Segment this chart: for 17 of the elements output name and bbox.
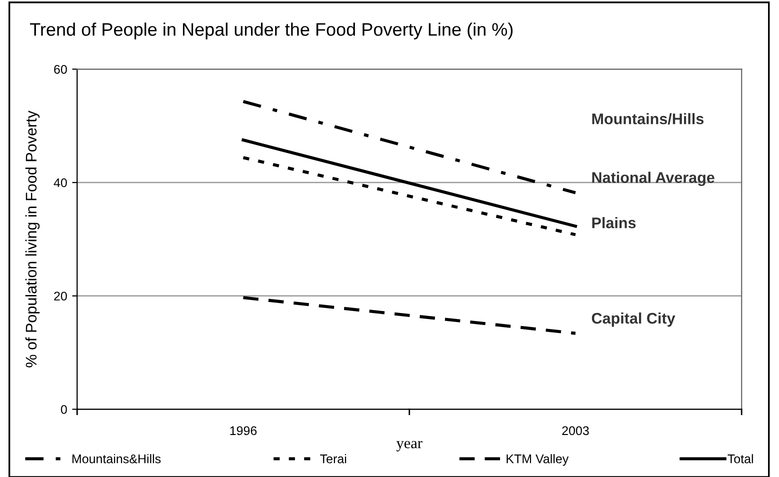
annotation: Mountains/Hills <box>592 113 704 124</box>
y-tick-label: 60 <box>54 64 67 74</box>
legend-label: KTM Valley <box>506 454 569 466</box>
chart-title: Trend of People in Nepal under the Food Poverty Line (in %) <box>30 22 513 40</box>
legend-label: Terai <box>320 454 346 464</box>
y-tick-label: 20 <box>54 292 67 301</box>
annotation: Plains <box>592 217 636 228</box>
y-tick-label: 40 <box>54 178 67 188</box>
y-axis-title: % of Population living in Food Poverty <box>25 110 40 368</box>
annotation: National Average <box>592 172 714 186</box>
x-tick-label: 1996 <box>230 426 257 436</box>
annotation: Capital City <box>592 312 676 327</box>
legend-label: Total <box>728 454 753 464</box>
y-tick-label: 0 <box>60 405 67 414</box>
x-axis-title: year <box>396 440 422 452</box>
x-tick-label: 2003 <box>562 426 589 436</box>
legend-label: Mountains&Hills <box>72 454 161 464</box>
